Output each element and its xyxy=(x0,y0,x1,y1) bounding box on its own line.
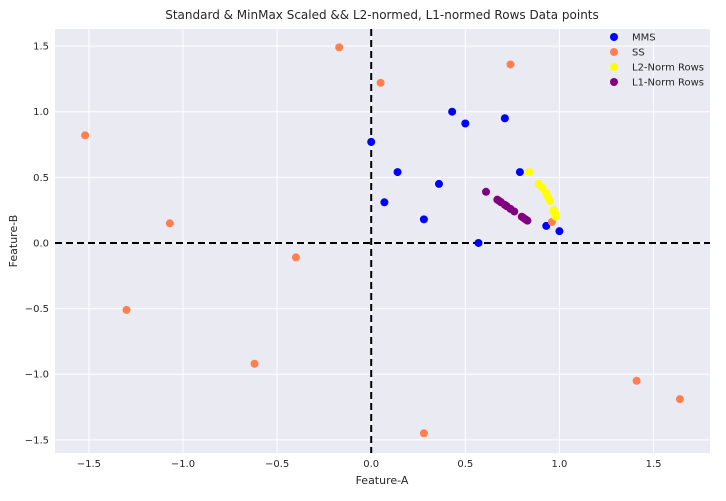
data-point-ss xyxy=(122,305,131,314)
x-tick-label: −0.5 xyxy=(265,459,289,470)
data-point-ss xyxy=(632,376,641,385)
data-point-ss xyxy=(165,219,174,228)
tick-labels: −1.5 −1.0 −0.5 0.0 0.5 1.0 1.5 −1.5 −1.0 −0.5 0.0 0… xyxy=(25,42,662,470)
x-tick-label: −1.0 xyxy=(171,459,195,470)
chart-title: Standard & MinMax Scaled && L2-normed, L… xyxy=(165,8,599,22)
x-tick-label: 0.5 xyxy=(457,459,473,470)
legend-marker-l2-norm-rows xyxy=(610,63,618,71)
data-point-ss xyxy=(675,395,684,404)
data-point-mms xyxy=(448,107,457,116)
legend-label-l2-norm-rows: L2-Norm Rows xyxy=(632,63,704,74)
data-point-mms xyxy=(434,179,443,188)
legend-marker-ss xyxy=(610,48,618,56)
data-point-l2-norm-rows xyxy=(551,212,560,221)
data-point-mms xyxy=(555,227,564,236)
y-tick-label: −1.0 xyxy=(25,370,49,381)
data-point-mms xyxy=(474,238,483,247)
legend-label-l1-norm-rows: L1-Norm Rows xyxy=(632,78,704,89)
y-axis-label: Feature-B xyxy=(7,215,20,268)
data-point-mms xyxy=(367,137,376,146)
x-axis-label: Feature-A xyxy=(356,474,409,487)
data-point-ss xyxy=(250,359,259,368)
data-points xyxy=(81,43,684,438)
legend-label-mms: MMS xyxy=(632,33,656,44)
data-point-l1-norm-rows xyxy=(523,216,532,225)
data-point-mms xyxy=(542,221,551,230)
data-point-l1-norm-rows xyxy=(510,207,519,216)
x-tick-label: 1.0 xyxy=(551,459,567,470)
data-point-ss xyxy=(81,131,90,140)
data-point-ss xyxy=(506,60,515,69)
data-point-mms xyxy=(500,114,509,123)
x-tick-label: −1.5 xyxy=(77,459,101,470)
data-point-ss xyxy=(335,43,344,52)
legend-marker-mms xyxy=(610,33,618,41)
data-point-ss xyxy=(376,78,385,87)
data-point-ss xyxy=(419,429,428,438)
grid xyxy=(55,29,710,453)
data-point-ss xyxy=(291,253,300,262)
x-tick-label: 0.0 xyxy=(363,459,379,470)
legend-marker-l1-norm-rows xyxy=(610,78,618,86)
data-point-mms xyxy=(515,168,524,177)
data-point-mms xyxy=(380,198,389,207)
x-tick-label: 1.5 xyxy=(646,459,662,470)
plot-background xyxy=(55,29,710,453)
data-point-l2-norm-rows xyxy=(546,196,555,205)
data-point-mms xyxy=(461,119,470,128)
data-point-mms xyxy=(393,168,402,177)
y-tick-label: −1.5 xyxy=(25,435,49,446)
y-tick-label: 0.0 xyxy=(33,238,49,249)
data-point-mms xyxy=(419,215,428,224)
legend: MMS SS L2-Norm Rows L1-Norm Rows xyxy=(610,33,704,89)
y-tick-label: 1.0 xyxy=(33,107,49,118)
data-point-l2-norm-rows xyxy=(525,168,534,177)
y-tick-label: 1.5 xyxy=(33,42,49,53)
reference-lines xyxy=(55,29,710,453)
data-point-l1-norm-rows xyxy=(482,187,491,196)
y-tick-label: 0.5 xyxy=(33,173,49,184)
legend-label-ss: SS xyxy=(632,48,645,59)
y-tick-label: −0.5 xyxy=(25,304,49,315)
